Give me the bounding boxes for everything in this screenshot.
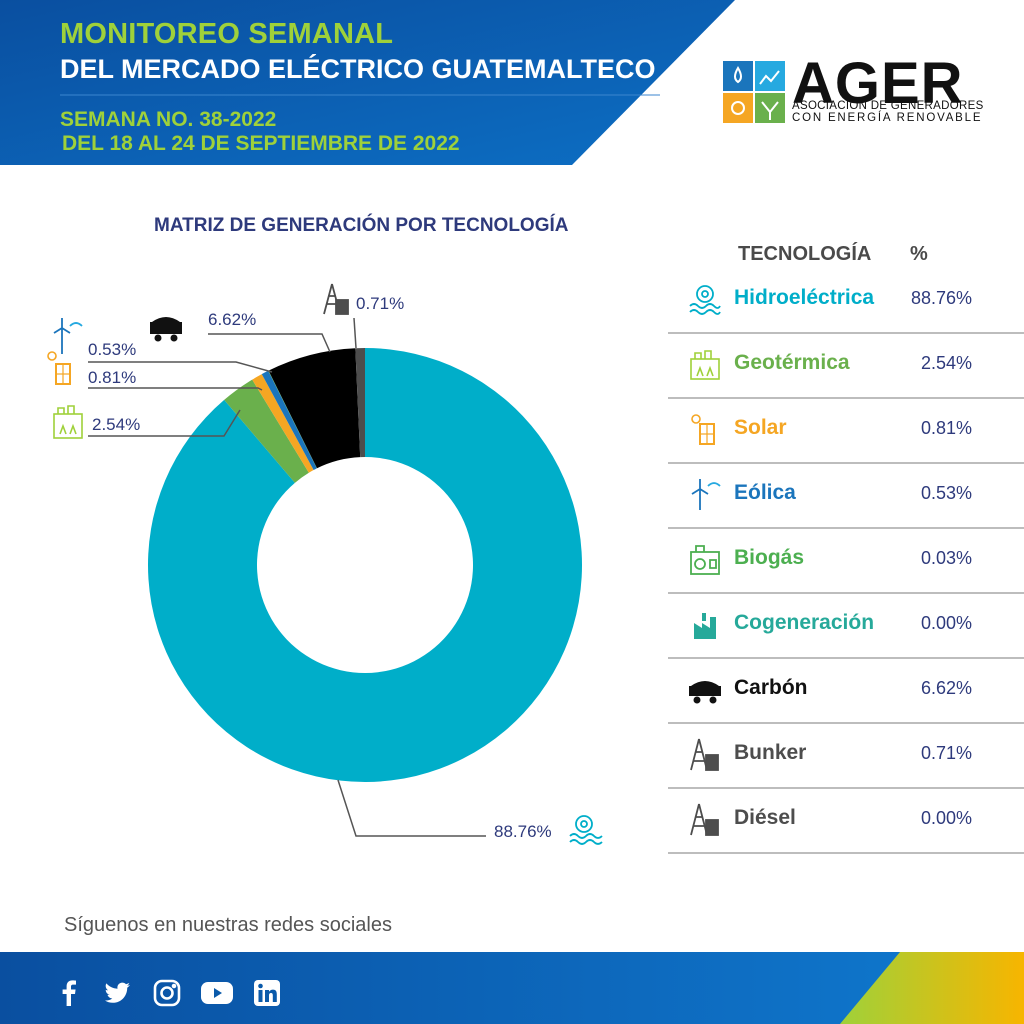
week-label: SEMANA NO. 38-2022 <box>60 108 277 131</box>
leader-hidroelectrica <box>337 779 486 837</box>
table-row: Eólica 0.53% <box>668 463 1024 529</box>
diesel-derrick-icon <box>690 803 719 836</box>
logo-wordmark: AGER <box>792 51 964 116</box>
row-name: Solar <box>734 416 787 439</box>
row-name: Hidroeléctrica <box>734 286 875 309</box>
table-row: Biogás 0.03% <box>668 528 1024 594</box>
linkedin-icon[interactable] <box>252 978 282 1008</box>
table-row: Geotérmica 2.54% <box>668 333 1024 399</box>
ager-logo: AGER ASOCIACIÓN DE GENERADORES CON ENERG… <box>722 51 984 128</box>
leader-carbon <box>208 333 331 353</box>
row-value: 6.62% <box>920 678 972 698</box>
wind-turbine-icon <box>691 479 721 510</box>
twitter-icon[interactable] <box>102 978 132 1008</box>
row-name: Cogeneración <box>734 611 875 634</box>
date-range: DEL 18 AL 24 DE SEPTIEMBRE DE 2022 <box>62 132 460 155</box>
table-header-tech: TECNOLOGÍA <box>738 243 872 265</box>
title-line-2: DEL MERCADO ELÉCTRICO GUATEMALTECO <box>60 54 656 84</box>
leader-solar <box>88 387 263 391</box>
leader-eolica <box>88 361 273 373</box>
title-line-1: MONITOREO SEMANAL <box>60 18 394 50</box>
header-banner: MONITOREO SEMANAL DEL MERCADO ELÉCTRICO … <box>0 0 1024 165</box>
chart-title: MATRIZ DE GENERACIÓN POR TECNOLOGÍA <box>154 215 569 236</box>
table-row: Diésel 0.00% <box>668 788 1024 854</box>
table-header: TECNOLOGÍA % <box>738 243 928 266</box>
chart-label-eolica: 0.53% <box>88 340 137 359</box>
row-name: Diésel <box>734 806 796 829</box>
header-background <box>0 0 735 165</box>
factory-icon <box>694 613 716 639</box>
instagram-icon[interactable] <box>152 978 182 1008</box>
chart-icon-geothermal <box>53 405 83 439</box>
leader-geotermica <box>88 409 241 437</box>
donut-slice-carbón <box>268 348 361 469</box>
chart-icon-hydro <box>569 815 603 845</box>
chart-icon-coal-cart <box>150 317 182 342</box>
chart-label-carbon: 6.62% <box>208 310 257 329</box>
row-value: 0.00% <box>920 613 972 633</box>
logo-subtitle-2: CON ENERGÍA RENOVABLE <box>792 112 983 124</box>
biogas-icon <box>690 545 720 575</box>
donut-slice-eólica <box>261 370 317 471</box>
row-value: 0.03% <box>920 548 972 568</box>
donut-slice-geotérmica <box>224 379 309 483</box>
chart-icon-solar-panel <box>47 351 71 385</box>
donut-slice-bunker <box>355 348 365 458</box>
donut-slice-solar <box>252 374 314 473</box>
geothermal-icon <box>690 350 720 380</box>
row-value: 0.00% <box>920 808 972 828</box>
hydro-icon <box>689 285 721 315</box>
row-name: Geotérmica <box>734 351 850 374</box>
logo-subtitle-1: ASOCIACIÓN DE GENERADORES <box>792 100 984 112</box>
chart-icon-wind-turbine <box>53 318 83 354</box>
logo-mark-icon <box>723 61 785 123</box>
row-name: Carbón <box>734 676 808 699</box>
table-row: Cogeneración 0.00% <box>668 593 1024 659</box>
chart-label-bunker: 0.71% <box>356 294 405 313</box>
row-name: Eólica <box>734 481 796 504</box>
donut-slice-hidroeléctrica <box>147 348 582 783</box>
leader-bunker <box>353 317 357 349</box>
donut-slice-biogás <box>268 370 317 469</box>
row-value: 88.76% <box>910 288 972 308</box>
row-value: 0.71% <box>920 743 972 763</box>
chart-label-hidroelectrica: 88.76% <box>494 822 552 841</box>
table-row: Carbón 6.62% <box>668 658 1024 724</box>
row-value: 0.53% <box>920 483 972 503</box>
table-header-pct: % <box>910 243 928 265</box>
row-name: Biogás <box>734 546 805 569</box>
coal-cart-icon <box>689 681 721 704</box>
oil-derrick-icon <box>690 738 719 771</box>
solar-panel-icon <box>691 414 715 445</box>
chart-label-solar: 0.81% <box>88 368 137 387</box>
table-row: Solar 0.81% <box>668 398 1024 464</box>
chart-icon-oil-derrick <box>323 283 349 315</box>
row-value: 2.54% <box>920 353 972 373</box>
chart-label-geotermica: 2.54% <box>92 415 141 434</box>
youtube-icon[interactable] <box>200 978 234 1008</box>
table-row: Bunker 0.71% <box>668 723 1024 789</box>
row-name: Bunker <box>734 741 807 764</box>
social-follow-text: Síguenos en nuestras redes sociales <box>64 914 392 936</box>
row-value: 0.81% <box>920 418 972 438</box>
facebook-icon[interactable] <box>54 978 84 1008</box>
table-row: Hidroeléctrica 88.76% <box>668 268 1024 334</box>
